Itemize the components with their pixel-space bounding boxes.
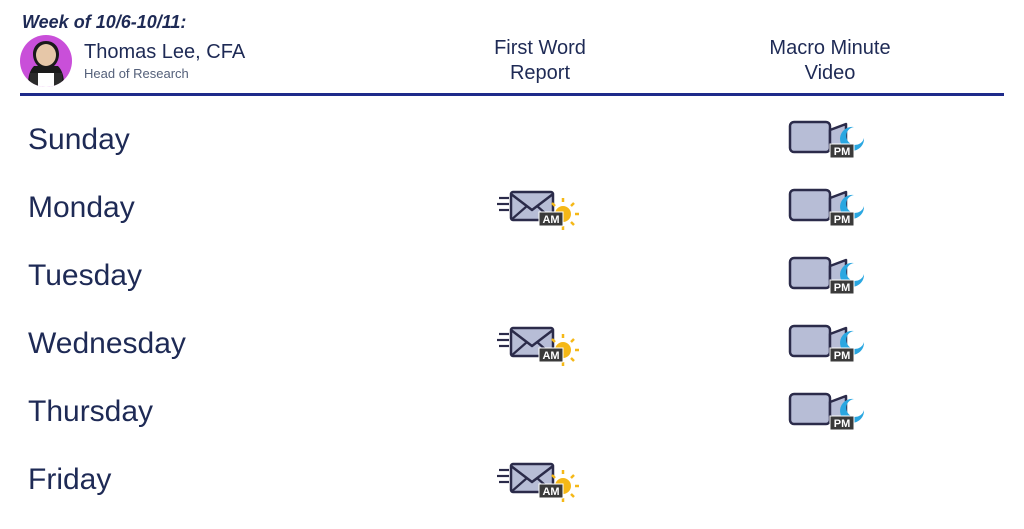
macro-minute-cell [680,385,980,439]
col-head-line: First Word [494,37,586,59]
schedule-row: Sunday [20,106,1004,174]
macro-minute-cell [680,181,980,235]
author-title: Head of Research [84,66,245,81]
header-divider [20,93,1004,96]
email-am-icon [497,456,583,504]
macro-minute-cell [680,249,980,303]
schedule-row: Tuesday [20,242,1004,310]
day-label: Tuesday [20,259,400,293]
macro-minute-cell [680,453,980,507]
first-word-cell [400,317,680,371]
email-am-icon [497,184,583,232]
column-header-first-word: First Word Report [400,36,680,86]
macro-minute-cell [680,113,980,167]
avatar-icon [20,35,72,87]
avatar [20,35,72,87]
email-am-icon [497,320,583,368]
video-pm-icon [786,252,874,300]
day-label: Wednesday [20,327,400,361]
first-word-cell [400,181,680,235]
day-label: Monday [20,191,400,225]
video-pm-icon [786,388,874,436]
author-name: Thomas Lee, CFA [84,41,245,64]
header-row: Thomas Lee, CFA Head of Research First W… [20,35,1004,93]
first-word-cell [400,453,680,507]
col-head-line: Video [805,62,856,84]
day-label: Thursday [20,395,400,429]
col-head-line: Macro Minute [769,37,890,59]
video-pm-icon [786,116,874,164]
schedule-row: Monday [20,174,1004,242]
video-pm-icon [786,320,874,368]
author-block: Thomas Lee, CFA Head of Research [20,35,400,87]
schedule-row: Friday [20,446,1004,514]
schedule-row: Thursday [20,378,1004,446]
col-head-line: Report [510,62,570,84]
first-word-cell [400,385,680,439]
day-label: Friday [20,463,400,497]
schedule-row: Wednesday [20,310,1004,378]
first-word-cell [400,249,680,303]
video-pm-icon [786,184,874,232]
first-word-cell [400,113,680,167]
day-label: Sunday [20,123,400,157]
macro-minute-cell [680,317,980,371]
column-header-macro-minute: Macro Minute Video [680,36,980,86]
week-label: Week of 10/6-10/11: [22,12,1004,33]
